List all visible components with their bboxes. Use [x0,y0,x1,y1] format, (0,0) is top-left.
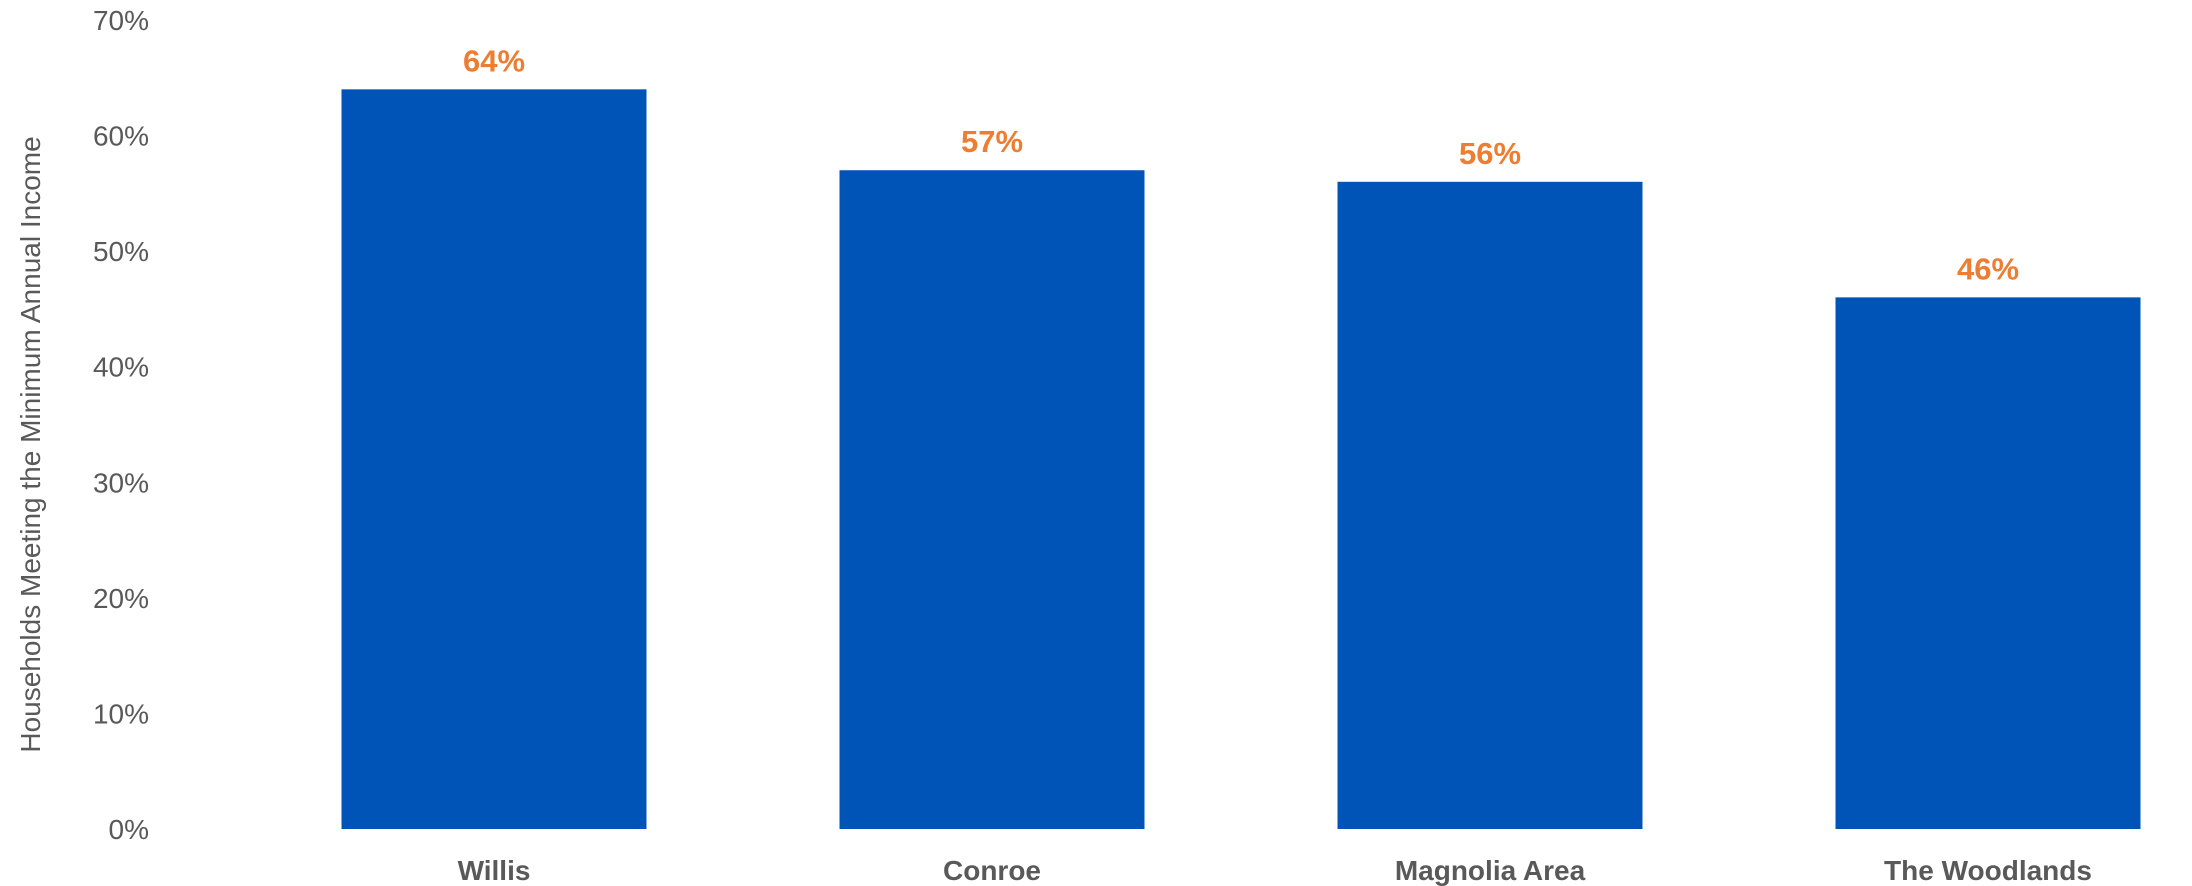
x-axis-labels: Willis Conroe Magnolia Area The Woodlands [458,855,2092,886]
x-category-label: Magnolia Area [1395,855,1586,886]
y-tick-label: 20% [93,583,149,614]
y-tick-label: 30% [93,467,149,498]
y-tick-label: 0% [109,814,149,845]
x-category-label: Conroe [943,855,1041,886]
y-axis-ticks: 0% 10% 20% 30% 40% 50% 60% 70% [93,5,149,845]
bar [341,89,647,830]
data-label: 57% [961,124,1023,159]
bar [839,170,1145,829]
data-labels: 64% 57% 56% 46% [463,43,2019,286]
y-tick-label: 60% [93,121,149,152]
y-tick-label: 40% [93,352,149,383]
data-label: 64% [463,43,525,78]
x-category-label: Willis [458,855,531,886]
bar [1337,181,1643,830]
y-axis-title: Households Meeting the Minimum Annual In… [15,136,46,752]
y-tick-label: 10% [93,698,149,729]
bars [341,89,2141,830]
x-category-label: The Woodlands [1884,855,2092,886]
y-tick-label: 70% [93,5,149,36]
data-label: 56% [1459,136,1521,171]
data-label: 46% [1957,251,2019,286]
bar [1835,297,2141,829]
y-tick-label: 50% [93,236,149,267]
